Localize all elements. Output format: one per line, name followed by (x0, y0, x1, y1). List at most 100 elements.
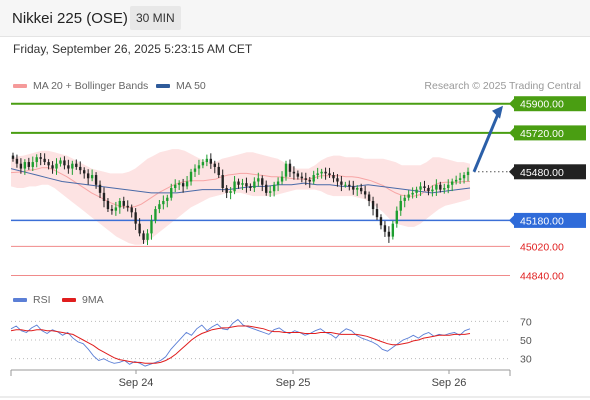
level-tag-box-45180.00 (514, 212, 586, 228)
candle-down (265, 184, 268, 193)
candle-down (47, 162, 50, 166)
candle-up (443, 188, 446, 190)
level-label-44840.00: 44840.00 (520, 271, 564, 283)
rsi-legend-item: RSI (13, 294, 51, 306)
candle-down (348, 184, 351, 187)
candle-down (221, 175, 224, 188)
candle-down (19, 163, 23, 169)
candle-up (174, 184, 177, 188)
candle-down (142, 233, 145, 240)
ma20-line (10, 167, 470, 208)
candle-down (63, 160, 66, 166)
candle-up (415, 189, 418, 193)
candle-down (79, 166, 82, 171)
candle-up (312, 175, 315, 182)
candle-down (363, 191, 367, 195)
legend-item-bollinger: MA 20 + Bollinger Bands (13, 80, 148, 92)
candle-down (98, 184, 102, 193)
candle-down (130, 207, 133, 213)
candle-down (110, 209, 114, 211)
candle-down (11, 155, 15, 159)
candle-up (268, 191, 272, 193)
candle-down (352, 186, 355, 190)
legend-item-ma50: MA 50 (156, 80, 206, 92)
candle-down (359, 188, 363, 192)
candle-up (241, 183, 244, 185)
candle-up (320, 171, 323, 174)
candle-down (225, 188, 228, 193)
level-tag-pointer-icon (509, 215, 514, 226)
x-tick-label-0: Sep 24 (119, 377, 154, 389)
candle-up (158, 204, 161, 210)
candle-down (126, 205, 129, 208)
candle-up (197, 165, 201, 169)
level-tag-pointer-icon (509, 98, 514, 109)
candle-up (391, 223, 395, 237)
candle-down (379, 217, 383, 226)
candle-down (332, 175, 335, 179)
candle-down (94, 175, 98, 185)
candle-down (371, 200, 375, 210)
legend-label-rsi: RSI (33, 294, 51, 306)
candle-up (154, 209, 157, 221)
candle-down (122, 200, 125, 206)
instrument-title: Nikkei 225 (OSE) (12, 10, 128, 27)
candle-down (288, 163, 292, 172)
candle-up (431, 189, 434, 192)
candle-up (177, 183, 181, 185)
candle-up (395, 210, 398, 224)
candle-down (237, 181, 240, 185)
candle-down (423, 186, 426, 188)
candle-up (276, 181, 280, 185)
candle-down (261, 178, 264, 185)
candle-down (296, 173, 300, 177)
candle-up (205, 158, 209, 163)
level-label-45180.00: 45180.00 (520, 215, 564, 227)
candle-up (458, 178, 462, 180)
candle-down (308, 179, 311, 182)
legend-label-9ma: 9MA (82, 294, 104, 306)
level-tag-box-45480.00 (514, 164, 586, 180)
candle-up (344, 184, 347, 186)
level-tag-box-45900.00 (514, 96, 586, 112)
candle-down (209, 158, 213, 164)
candle-up (162, 200, 165, 205)
candle-down (67, 165, 70, 169)
level-label-45020.00: 45020.00 (520, 241, 564, 253)
timeframe-button[interactable]: 30 MIN (130, 6, 181, 30)
candle-down (102, 192, 106, 201)
candle-down (367, 194, 371, 201)
candle-down (292, 171, 296, 174)
projection-arrow-line (472, 111, 501, 173)
candle-down (375, 209, 379, 218)
candle-up (114, 207, 118, 211)
candle-down (245, 183, 248, 187)
candle-up (466, 171, 470, 176)
candle-up (407, 194, 410, 198)
rsi-swatch-icon (13, 298, 27, 303)
legend-label-ma50: MA 50 (176, 80, 206, 92)
candle-up (257, 178, 260, 182)
level-tag-pointer-icon (509, 127, 514, 138)
projection-arrowhead-icon (492, 105, 503, 119)
candle-down (134, 212, 137, 224)
ma9-legend-item: 9MA (62, 294, 104, 306)
candle-down (383, 225, 387, 232)
rsi-tick-label-30: 30 (520, 354, 532, 366)
candle-up (411, 192, 414, 195)
candle-down (43, 158, 46, 163)
candle-up (451, 181, 454, 185)
candle-down (27, 162, 30, 167)
candle-up (71, 163, 74, 169)
candle-down (336, 178, 339, 182)
candle-down (181, 183, 185, 187)
ma9-swatch-icon (62, 298, 76, 303)
rsi-9ma-line (10, 325, 471, 364)
candle-up (189, 171, 193, 182)
candle-up (454, 179, 458, 182)
candle-up (90, 175, 94, 179)
candle-up (316, 173, 319, 176)
candle-down (51, 165, 54, 169)
candle-down (83, 170, 86, 174)
